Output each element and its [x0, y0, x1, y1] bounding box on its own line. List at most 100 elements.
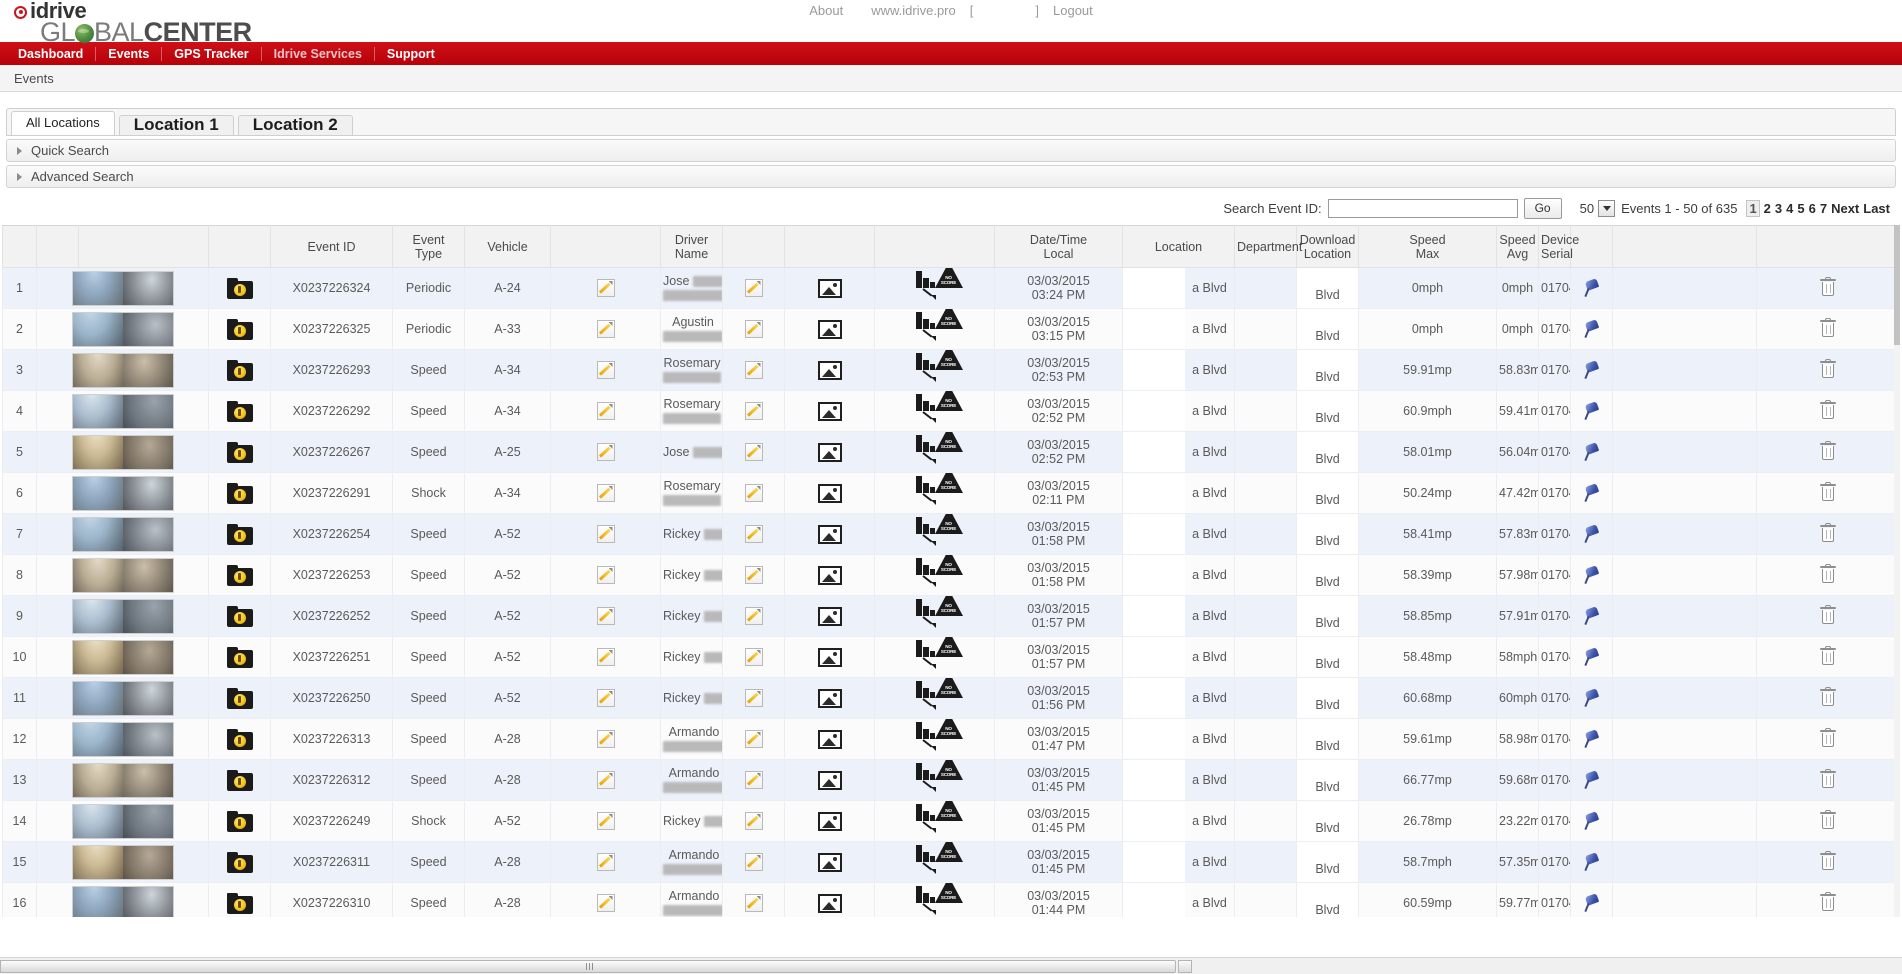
vehicle-edit-cell[interactable] [550, 677, 661, 719]
driver-edit-cell[interactable] [722, 718, 785, 760]
delete-trash-icon[interactable] [1819, 728, 1836, 748]
edit-driver-pencil-icon[interactable] [744, 279, 763, 297]
table-row[interactable]: 9 X0237226252 Speed A-52 Rickey NO SCORE 03/03… [2, 595, 1900, 637]
col-event-type[interactable]: Event Type [392, 225, 465, 268]
edit-vehicle-pencil-icon[interactable] [596, 443, 615, 461]
image-thumbnail-icon[interactable] [817, 483, 842, 503]
driver-edit-cell[interactable] [722, 513, 785, 555]
thumbnail-cell[interactable] [36, 267, 209, 309]
image-cell[interactable] [784, 595, 875, 637]
score-cell[interactable]: NO SCORE [874, 841, 995, 883]
video-folder-icon[interactable] [226, 687, 253, 709]
image-cell[interactable] [784, 677, 875, 719]
thumbnail-cell[interactable] [36, 390, 209, 432]
driver-edit-cell[interactable] [722, 800, 785, 842]
driver-edit-cell[interactable] [722, 308, 785, 350]
image-cell[interactable] [784, 431, 875, 473]
image-thumbnail-icon[interactable] [817, 606, 842, 626]
thumbnail-cell[interactable] [36, 718, 209, 760]
pin-cell[interactable] [1570, 472, 1613, 514]
pin-cell[interactable] [1570, 390, 1613, 432]
pin-cell[interactable] [1570, 841, 1613, 883]
go-button[interactable]: Go [1523, 197, 1562, 219]
table-row[interactable]: 11 X0237226250 Speed A-52 Rickey NO SCORE 03/0… [2, 677, 1900, 719]
video-folder-icon[interactable] [226, 482, 253, 504]
map-pin-icon[interactable] [1582, 278, 1602, 298]
driver-edit-cell[interactable] [722, 267, 785, 309]
video-folder-icon[interactable] [226, 851, 253, 873]
video-folder-icon[interactable] [226, 646, 253, 668]
event-thumbnail[interactable] [71, 803, 174, 839]
edit-vehicle-pencil-icon[interactable] [596, 771, 615, 789]
delete-trash-icon[interactable] [1819, 564, 1836, 584]
folder-cell[interactable] [208, 718, 271, 760]
table-row[interactable]: 4 X0237226292 Speed A-34 Rosemary NO SCORE 03/0… [2, 390, 1900, 432]
map-pin-icon[interactable] [1582, 893, 1602, 913]
folder-cell[interactable] [208, 349, 271, 391]
table-row[interactable]: 10 X0237226251 Speed A-52 Rickey NO SCORE 03/0… [2, 636, 1900, 678]
edit-driver-pencil-icon[interactable] [744, 320, 763, 338]
pin-cell[interactable] [1570, 800, 1613, 842]
thumbnail-cell[interactable] [36, 841, 209, 883]
map-pin-icon[interactable] [1582, 647, 1602, 667]
col-download-location[interactable]: Download Location [1296, 225, 1359, 268]
pin-cell[interactable] [1570, 677, 1613, 719]
score-cell[interactable]: NO SCORE [874, 554, 995, 596]
vehicle-edit-cell[interactable] [550, 472, 661, 514]
driver-edit-cell[interactable] [722, 472, 785, 514]
table-vertical-scrollbar[interactable] [1894, 225, 1900, 917]
score-cell[interactable]: NO SCORE [874, 349, 995, 391]
pin-cell[interactable] [1570, 431, 1613, 473]
delete-trash-icon[interactable] [1819, 892, 1836, 912]
tab-location-1[interactable]: Location 1 [118, 115, 234, 135]
pin-cell[interactable] [1570, 718, 1613, 760]
edit-vehicle-pencil-icon[interactable] [596, 402, 615, 420]
edit-vehicle-pencil-icon[interactable] [596, 484, 615, 502]
delete-cell[interactable] [1755, 472, 1900, 514]
website-link[interactable]: www.idrive.pro [871, 3, 956, 18]
table-row[interactable]: 3 X0237226293 Speed A-34 Rosemary NO SCORE 03/0… [2, 349, 1900, 391]
edit-driver-pencil-icon[interactable] [744, 484, 763, 502]
edit-vehicle-pencil-icon[interactable] [596, 812, 615, 830]
quick-search-panel[interactable]: Quick Search [6, 139, 1896, 162]
image-thumbnail-icon[interactable] [817, 442, 842, 462]
event-thumbnail[interactable] [71, 557, 174, 593]
score-cell[interactable]: NO SCORE [874, 513, 995, 555]
folder-cell[interactable] [208, 636, 271, 678]
folder-cell[interactable] [208, 431, 271, 473]
pin-cell[interactable] [1570, 554, 1613, 596]
edit-driver-pencil-icon[interactable] [744, 443, 763, 461]
delete-cell[interactable] [1755, 759, 1900, 801]
page-link-5[interactable]: 5 [1797, 200, 1805, 216]
vehicle-edit-cell[interactable] [550, 513, 661, 555]
pin-cell[interactable] [1570, 349, 1613, 391]
thumbnail-cell[interactable] [36, 595, 209, 637]
map-pin-icon[interactable] [1582, 729, 1602, 749]
map-pin-icon[interactable] [1582, 565, 1602, 585]
edit-vehicle-pencil-icon[interactable] [596, 648, 615, 666]
video-folder-icon[interactable] [226, 810, 253, 832]
map-pin-icon[interactable] [1582, 811, 1602, 831]
vehicle-edit-cell[interactable] [550, 882, 661, 917]
image-thumbnail-icon[interactable] [817, 360, 842, 380]
col-folder[interactable] [208, 225, 271, 268]
driver-edit-cell[interactable] [722, 677, 785, 719]
edit-vehicle-pencil-icon[interactable] [596, 607, 615, 625]
vscroll-thumb[interactable] [1894, 225, 1900, 345]
pin-cell[interactable] [1570, 513, 1613, 555]
map-pin-icon[interactable] [1582, 852, 1602, 872]
score-cell[interactable]: NO SCORE [874, 759, 995, 801]
event-thumbnail[interactable] [71, 311, 174, 347]
video-folder-icon[interactable] [226, 728, 253, 750]
table-row[interactable]: 1 X0237226324 Periodic A-24 Jose NO SCORE 03/0… [2, 267, 1900, 309]
driver-edit-cell[interactable] [722, 841, 785, 883]
folder-cell[interactable] [208, 841, 271, 883]
nav-item-idrive-services[interactable]: Idrive Services [262, 46, 375, 61]
image-cell[interactable] [784, 718, 875, 760]
vehicle-edit-cell[interactable] [550, 431, 661, 473]
delete-cell[interactable] [1755, 513, 1900, 555]
table-row[interactable]: 15 X0237226311 Speed A-28 Armando NO SCORE 03/0… [2, 841, 1900, 883]
vehicle-edit-cell[interactable] [550, 718, 661, 760]
col-vehicle-edit[interactable] [550, 225, 661, 268]
tab-all-locations[interactable]: All Locations [11, 111, 115, 135]
